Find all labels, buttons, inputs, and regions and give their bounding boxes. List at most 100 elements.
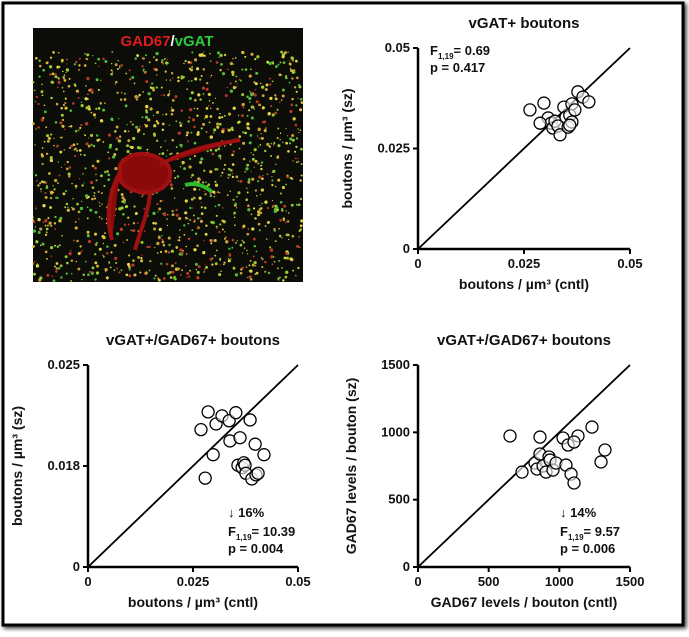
punctum [119, 98, 123, 101]
punctum [99, 119, 104, 123]
annotation-subscript: 1,19 [568, 533, 584, 542]
punctum [247, 178, 251, 181]
punctum [144, 115, 149, 119]
punctum [97, 89, 100, 92]
punctum [278, 259, 281, 262]
punctum [232, 150, 235, 153]
punctum [267, 271, 271, 275]
annotation-text: p = 0.006 [560, 541, 615, 556]
punctum [175, 146, 178, 148]
data-point [585, 420, 599, 434]
punctum [78, 64, 81, 67]
punctum [145, 110, 149, 114]
punctum [223, 168, 225, 171]
punctum [249, 278, 253, 281]
punctum [177, 76, 180, 79]
punctum [38, 75, 41, 78]
punctum [116, 267, 119, 270]
punctum [54, 73, 57, 76]
punctum [274, 94, 277, 97]
punctum [297, 97, 300, 100]
punctum [210, 60, 212, 62]
punctum [45, 126, 48, 129]
punctum [192, 207, 194, 209]
punctum [249, 259, 252, 262]
punctum [177, 79, 180, 83]
punctum [122, 198, 127, 202]
punctum [37, 230, 41, 234]
punctum [186, 271, 190, 275]
punctum [215, 61, 219, 64]
punctum [160, 86, 163, 89]
punctum [34, 174, 38, 177]
punctum [32, 81, 35, 84]
punctum [34, 100, 37, 103]
punctum [110, 251, 113, 254]
punctum [139, 271, 142, 274]
punctum [190, 197, 194, 201]
punctum [66, 261, 69, 265]
punctum [59, 264, 63, 268]
punctum [108, 261, 110, 264]
y-tick-label: 0 [73, 559, 80, 574]
punctum [264, 225, 267, 228]
punctum [204, 263, 206, 265]
punctum [154, 222, 158, 225]
punctum [253, 93, 257, 97]
punctum [279, 132, 282, 135]
punctum [169, 153, 172, 156]
punctum [50, 96, 53, 100]
punctum [86, 206, 89, 209]
punctum [64, 97, 67, 100]
punctum [37, 217, 41, 222]
punctum [221, 116, 224, 119]
punctum [95, 134, 99, 137]
x-tick-label: 0.05 [285, 574, 310, 589]
punctum [81, 278, 83, 281]
punctum [65, 272, 68, 275]
punctum [54, 228, 56, 230]
punctum [193, 141, 197, 145]
punctum [46, 134, 50, 138]
punctum [218, 273, 222, 277]
punctum [53, 137, 55, 140]
punctum [230, 126, 234, 130]
punctum [98, 247, 102, 251]
punctum [292, 269, 295, 272]
punctum [216, 227, 218, 230]
punctum [249, 269, 253, 273]
punctum [213, 132, 215, 134]
punctum [47, 217, 50, 220]
punctum [134, 94, 138, 99]
punctum [133, 273, 137, 277]
punctum [254, 217, 257, 220]
punctum [247, 180, 251, 184]
punctum [112, 155, 116, 159]
punctum [171, 270, 175, 274]
punctum [231, 163, 235, 166]
punctum [153, 124, 157, 128]
punctum [40, 90, 44, 94]
punctum [42, 203, 46, 208]
punctum [244, 55, 247, 58]
punctum [246, 253, 249, 255]
punctum [300, 219, 304, 223]
punctum [224, 145, 226, 147]
punctum [102, 255, 105, 258]
punctum [238, 120, 241, 124]
punctum [95, 78, 99, 82]
punctum [163, 213, 167, 217]
punctum [235, 242, 237, 244]
punctum [273, 260, 276, 263]
punctum [178, 121, 182, 125]
punctum [190, 131, 193, 134]
punctum [264, 260, 267, 264]
punctum [155, 120, 159, 123]
punctum [97, 190, 100, 193]
punctum [203, 271, 206, 273]
punctum [262, 175, 264, 177]
punctum [119, 227, 124, 231]
punctum [164, 250, 168, 253]
punctum [68, 77, 71, 80]
punctum [84, 167, 87, 170]
